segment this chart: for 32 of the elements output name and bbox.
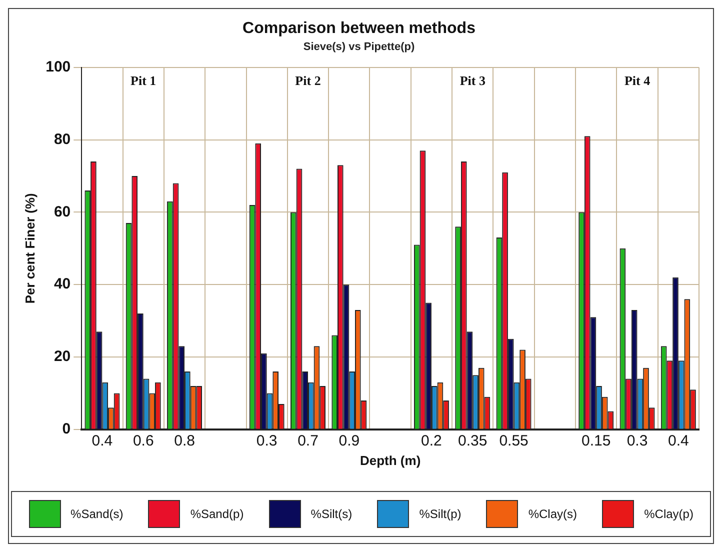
- chart-subtitle: Sieve(s) vs Pipette(p): [303, 40, 415, 53]
- x-tick-label: 0.9: [338, 432, 360, 450]
- annotation: Pit 3: [460, 72, 486, 88]
- y-tick-label: 20: [54, 348, 71, 366]
- chart-title: Comparison between methods: [242, 20, 476, 38]
- x-tick-label: 0.6: [132, 432, 154, 450]
- x-tick-label: 0.3: [256, 432, 278, 450]
- y-tick-label: 40: [54, 276, 71, 293]
- y-tick-label: 0: [62, 420, 71, 438]
- legend-label: %Sand(s): [70, 507, 124, 521]
- x-tick-label: 0.3: [626, 432, 648, 450]
- legend-label: %Clay(p): [644, 507, 694, 521]
- x-tick-label: 0.8: [174, 432, 195, 450]
- x-tick-label: 0.35: [458, 432, 488, 450]
- annotation: Pit 4: [624, 72, 651, 88]
- x-tick-label: 0.7: [298, 432, 318, 450]
- legend-label: %Silt(s): [310, 507, 352, 521]
- x-tick-label: 0.4: [92, 432, 113, 450]
- legend-label: %Clay(s): [528, 507, 578, 521]
- x-tick-label: 0.15: [582, 432, 611, 450]
- x-tick-label: 0.55: [499, 432, 528, 450]
- x-tick-label: 0.2: [421, 432, 442, 450]
- x-axis-title: Depth (m): [360, 452, 421, 468]
- annotation: Pit 1: [130, 72, 156, 88]
- y-tick-label: 80: [54, 130, 71, 148]
- annotation: Pit 2: [295, 72, 321, 88]
- y-tick-label: 100: [46, 58, 71, 76]
- legend-label: %Sand(p): [190, 507, 244, 521]
- y-tick-label: 60: [54, 203, 71, 220]
- legend-label: %Silt(p): [419, 507, 462, 521]
- x-tick-label: 0.4: [668, 432, 689, 450]
- y-axis-title: Per cent Finer (%): [22, 193, 38, 304]
